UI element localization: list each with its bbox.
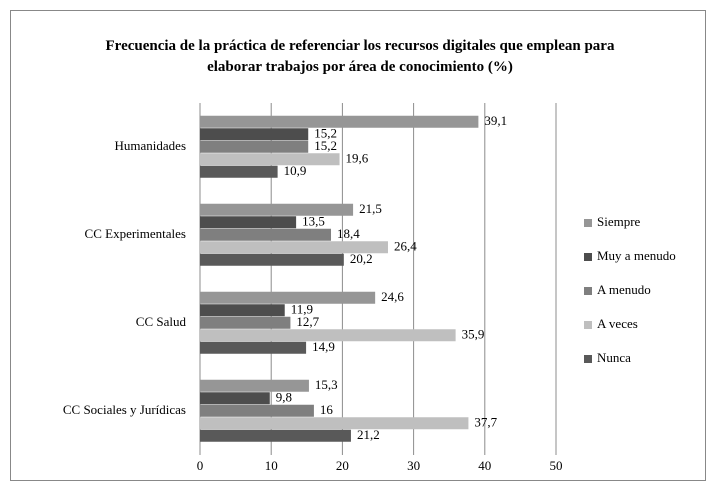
data-label: 9,8: [276, 389, 292, 404]
x-tick-label: 30: [407, 458, 420, 473]
data-label: 12,7: [296, 314, 319, 329]
bar: [200, 140, 309, 153]
bar: [200, 291, 376, 304]
data-label: 24,6: [381, 289, 404, 304]
bar: [200, 203, 354, 216]
data-label: 15,2: [314, 125, 337, 140]
legend-label: Muy a menudo: [597, 248, 676, 263]
data-label: 18,4: [337, 226, 360, 241]
y-tick-label: Humanidades: [115, 138, 186, 153]
chart-title: Frecuencia de la práctica de referenciar…: [105, 38, 615, 75]
legend-swatch: [584, 321, 592, 329]
bar: [200, 304, 285, 317]
legend-label: A veces: [597, 316, 638, 331]
data-label: 39,1: [484, 113, 507, 128]
data-label: 10,9: [284, 163, 307, 178]
bar: [200, 115, 479, 128]
data-label: 15,3: [315, 377, 338, 392]
bar: [200, 404, 314, 417]
bar: [200, 329, 456, 342]
data-label: 21,5: [359, 201, 382, 216]
data-label: 35,9: [462, 326, 485, 341]
legend-swatch: [584, 287, 592, 295]
data-label: 21,2: [357, 427, 380, 442]
data-label: 13,5: [302, 213, 325, 228]
bar: [200, 153, 340, 166]
legend-swatch: [584, 355, 592, 363]
data-label: 37,7: [474, 414, 497, 429]
y-tick-label: CC Experimentales: [85, 226, 186, 241]
data-label: 20,2: [350, 251, 373, 266]
bar: [200, 216, 297, 229]
data-label: 26,4: [394, 238, 417, 253]
data-label: 15,2: [314, 138, 337, 153]
legend-swatch: [584, 253, 592, 261]
bar: [200, 241, 388, 254]
bar: [200, 417, 469, 430]
legend-label: A menudo: [597, 282, 651, 297]
y-tick-label: CC Salud: [136, 314, 187, 329]
bar: [200, 341, 307, 354]
bar: [200, 429, 351, 442]
data-label: 11,9: [291, 301, 313, 316]
legend-label: Siempre: [597, 214, 641, 229]
data-label: 14,9: [312, 339, 335, 354]
chart-border: [10, 10, 706, 481]
bar: [200, 128, 309, 141]
x-tick-label: 20: [336, 458, 349, 473]
data-label: 16: [320, 402, 334, 417]
x-tick-label: 10: [265, 458, 278, 473]
y-tick-label: CC Sociales y Jurídicas: [63, 402, 186, 417]
legend-swatch: [584, 219, 592, 227]
x-tick-label: 40: [478, 458, 491, 473]
bar: [200, 316, 291, 329]
x-tick-label: 0: [197, 458, 204, 473]
bar: [200, 392, 270, 405]
x-tick-label: 50: [550, 458, 563, 473]
data-label: 19,6: [346, 150, 369, 165]
bar: [200, 165, 278, 178]
bar: [200, 379, 309, 392]
bar: [200, 253, 344, 266]
legend-label: Nunca: [597, 350, 631, 365]
bar: [200, 228, 332, 241]
